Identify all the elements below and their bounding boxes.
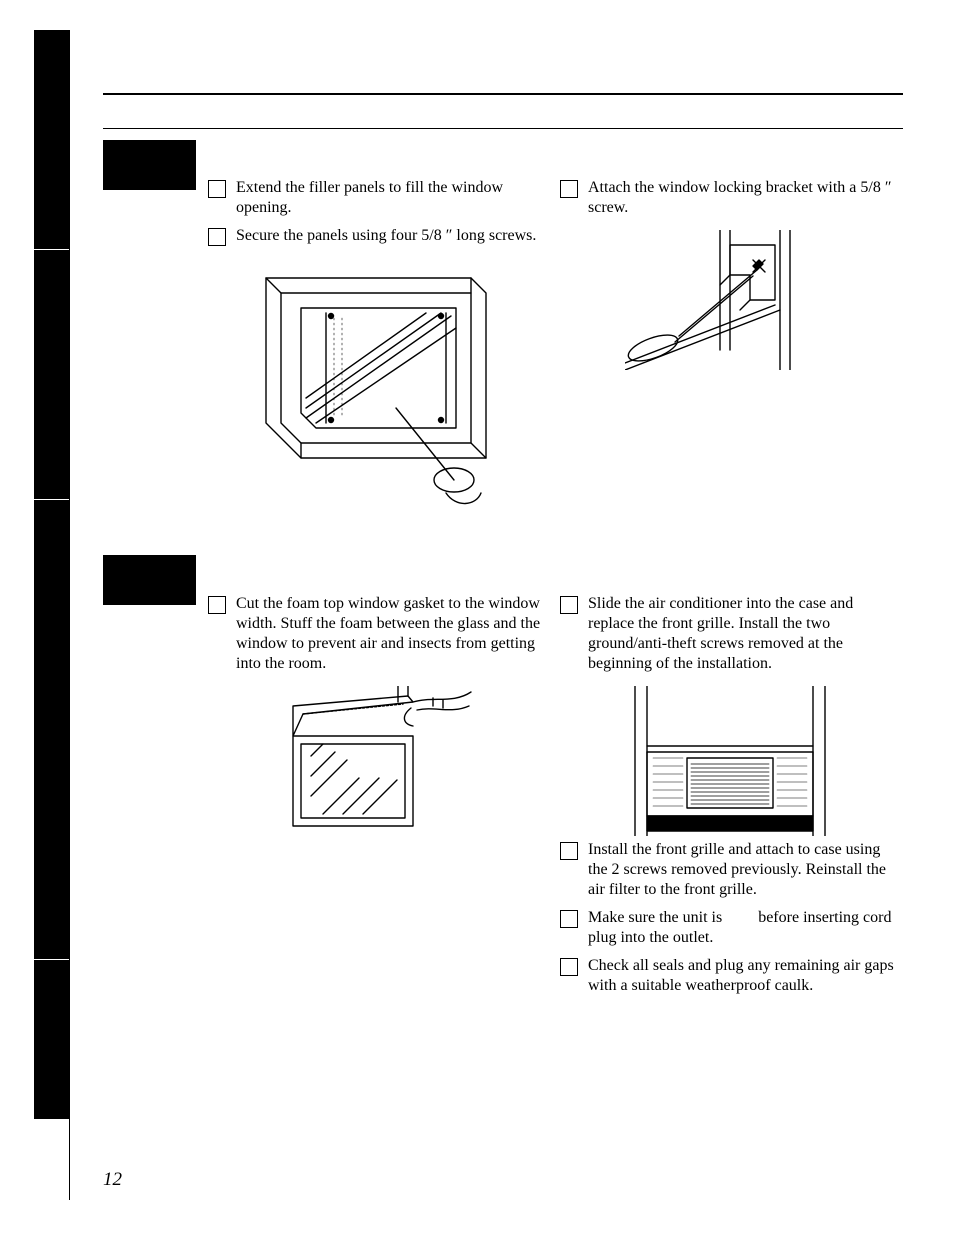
instruction-text: Check all seals and plug any remaining a… bbox=[588, 956, 900, 996]
checkbox-icon bbox=[208, 228, 226, 246]
instruction-text: Extend the filler panels to fill the win… bbox=[236, 178, 548, 218]
illustration-installed bbox=[560, 686, 900, 836]
illustration-panel bbox=[208, 258, 548, 518]
page: Extend the filler panels to fill the win… bbox=[0, 0, 954, 1235]
sidebar-tab bbox=[34, 960, 69, 1120]
checklist-item: Secure the panels using four 5/8 ″ long … bbox=[208, 226, 548, 246]
sidebar-tab bbox=[34, 250, 69, 500]
checkbox-icon bbox=[560, 596, 578, 614]
text-fragment: Make sure the unit is bbox=[588, 909, 726, 926]
page-number: 12 bbox=[103, 1169, 122, 1191]
checklist-item: Make sure the unit is before inserting c… bbox=[560, 908, 900, 948]
checkbox-icon bbox=[560, 842, 578, 860]
checklist-item: Slide the air conditioner into the case … bbox=[560, 594, 900, 674]
checklist-item: Cut the foam top window gasket to the wi… bbox=[208, 594, 548, 674]
instruction-text: Install the front grille and attach to c… bbox=[588, 840, 900, 900]
sidebar-tab bbox=[34, 30, 69, 250]
instruction-text: Make sure the unit is before inserting c… bbox=[588, 908, 900, 948]
rule-top bbox=[103, 93, 903, 95]
sidebar-tab bbox=[34, 500, 69, 960]
step-a-left: Extend the filler panels to fill the win… bbox=[208, 178, 548, 522]
checkbox-icon bbox=[560, 180, 578, 198]
checkbox-icon bbox=[560, 958, 578, 976]
checklist-item: Install the front grille and attach to c… bbox=[560, 840, 900, 900]
instruction-text: Secure the panels using four 5/8 ″ long … bbox=[236, 226, 536, 246]
rule-mid bbox=[103, 128, 903, 129]
instruction-text: Cut the foam top window gasket to the wi… bbox=[236, 594, 548, 674]
sidebar-divider bbox=[69, 30, 70, 1200]
step-marker bbox=[103, 140, 196, 190]
checklist-item: Check all seals and plug any remaining a… bbox=[560, 956, 900, 996]
step-b-left: Cut the foam top window gasket to the wi… bbox=[208, 594, 548, 840]
sidebar-tabs bbox=[34, 30, 69, 1200]
step-marker bbox=[103, 555, 196, 605]
instruction-text: Attach the window locking bracket with a… bbox=[588, 178, 900, 218]
checkbox-icon bbox=[208, 596, 226, 614]
illustration-gasket bbox=[208, 686, 548, 836]
checkbox-icon bbox=[560, 910, 578, 928]
step-a-right: Attach the window locking bracket with a… bbox=[560, 178, 900, 374]
checkbox-icon bbox=[208, 180, 226, 198]
step-b-right: Slide the air conditioner into the case … bbox=[560, 594, 900, 1004]
illustration-bracket bbox=[560, 230, 900, 370]
instruction-text: Slide the air conditioner into the case … bbox=[588, 594, 900, 674]
checklist-item: Attach the window locking bracket with a… bbox=[560, 178, 900, 218]
checklist-item: Extend the filler panels to fill the win… bbox=[208, 178, 548, 218]
